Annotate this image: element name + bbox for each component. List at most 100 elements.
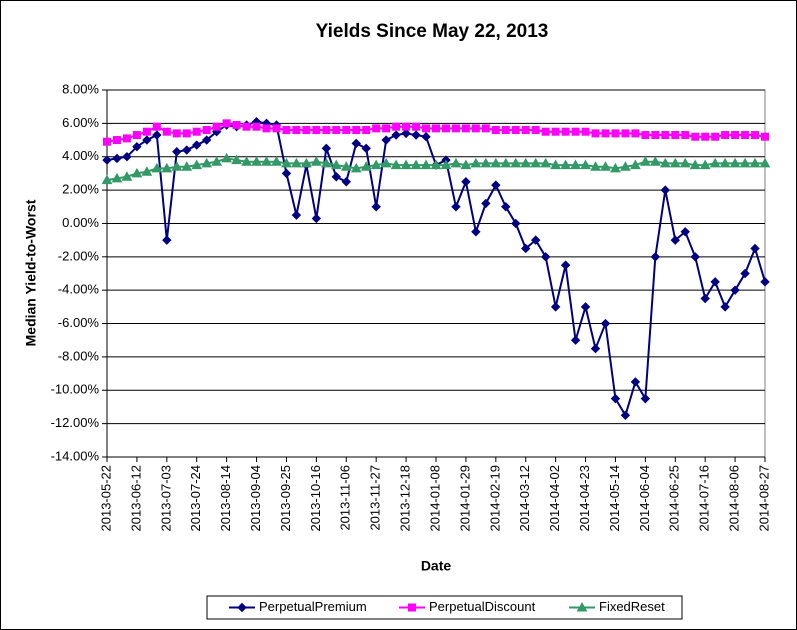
data-point: [181, 161, 193, 171]
x-tick-label: 2013-12-18: [398, 465, 413, 532]
data-point: [520, 157, 532, 168]
data-point: [600, 161, 611, 171]
data-point: [121, 171, 133, 181]
data-point: [281, 168, 292, 179]
data-point: [141, 166, 153, 176]
y-tick-label: -8.00%: [58, 348, 100, 363]
data-point: [111, 172, 123, 183]
legend-label: PerpetualDiscount: [429, 599, 536, 614]
data-point: [261, 156, 272, 166]
data-point: [541, 127, 550, 136]
data-point: [252, 122, 261, 131]
data-point: [132, 142, 142, 152]
data-point: [162, 235, 172, 245]
data-point: [332, 126, 341, 135]
data-point: [242, 122, 251, 131]
data-point: [511, 218, 521, 229]
y-tick-label: 6.00%: [62, 115, 99, 130]
data-point: [590, 161, 601, 171]
x-tick-label: 2013-08-14: [218, 465, 233, 532]
data-point: [122, 152, 132, 162]
x-tick-label: 2014-04-02: [547, 465, 562, 532]
data-point: [241, 156, 252, 166]
data-point: [471, 227, 481, 237]
data-point: [701, 132, 710, 141]
data-point: [570, 335, 581, 345]
data-point: [651, 131, 660, 140]
data-point: [451, 124, 460, 133]
data-point: [330, 159, 342, 170]
data-point: [212, 122, 221, 131]
x-tick-label: 2013-07-03: [158, 465, 173, 532]
data-point: [760, 277, 770, 287]
data-point: [680, 227, 690, 237]
data-point: [660, 185, 671, 195]
data-point: [700, 293, 710, 304]
data-point: [370, 159, 382, 170]
data-point: [350, 162, 362, 173]
data-point: [571, 127, 580, 136]
data-point: [441, 124, 450, 133]
data-point: [501, 202, 511, 212]
data-point: [691, 132, 700, 141]
data-point: [172, 129, 181, 138]
data-point: [311, 213, 322, 224]
x-axis-title: Date: [421, 558, 452, 574]
data-point: [561, 127, 570, 136]
data-point: [490, 157, 502, 168]
data-point: [661, 131, 670, 140]
data-point: [302, 126, 311, 135]
data-point: [729, 157, 741, 168]
data-point: [731, 131, 740, 140]
x-tick-label: 2014-04-23: [577, 465, 592, 532]
data-point: [461, 177, 471, 187]
x-tick-label: 2013-09-25: [278, 465, 293, 532]
data-point: [550, 302, 561, 312]
data-point: [670, 235, 680, 245]
data-point: [740, 268, 750, 279]
data-point: [749, 157, 761, 168]
data-point: [271, 156, 282, 166]
data-point: [471, 124, 480, 133]
data-point: [251, 156, 262, 166]
data-point: [531, 126, 540, 135]
data-point: [151, 162, 163, 173]
x-tick-label: 2013-11-06: [338, 465, 353, 531]
data-point: [711, 132, 720, 141]
data-point: [739, 157, 751, 168]
data-point: [161, 162, 173, 173]
x-tick-label: 2013-05-22: [98, 465, 113, 532]
data-point: [659, 157, 671, 168]
data-point: [282, 126, 291, 135]
data-point: [351, 138, 361, 149]
data-point: [322, 126, 331, 135]
x-tick-label: 2013-11-27: [368, 465, 383, 531]
x-tick-label: 2013-06-12: [128, 465, 143, 532]
data-point: [530, 235, 541, 245]
data-point: [361, 143, 371, 154]
y-tick-label: 4.00%: [62, 148, 99, 163]
data-point: [681, 131, 690, 140]
data-point: [630, 159, 641, 170]
y-tick-label: -12.00%: [51, 415, 100, 430]
data-point: [491, 126, 500, 135]
data-point: [510, 157, 522, 168]
data-point: [182, 129, 191, 138]
data-point: [481, 198, 491, 209]
data-point: [570, 159, 581, 170]
data-point: [751, 131, 760, 140]
data-point: [591, 129, 600, 138]
data-point: [551, 127, 560, 136]
data-point: [211, 156, 223, 166]
data-point: [331, 172, 342, 182]
y-axis-title: Median Yield-to-Worst: [23, 199, 39, 346]
data-point: [380, 157, 392, 168]
data-point: [301, 157, 312, 168]
data-point: [341, 177, 351, 187]
data-point: [292, 126, 301, 135]
data-point: [630, 377, 641, 387]
x-tick-label: 2013-07-24: [188, 465, 203, 532]
data-point: [162, 127, 171, 136]
data-point: [730, 285, 740, 295]
